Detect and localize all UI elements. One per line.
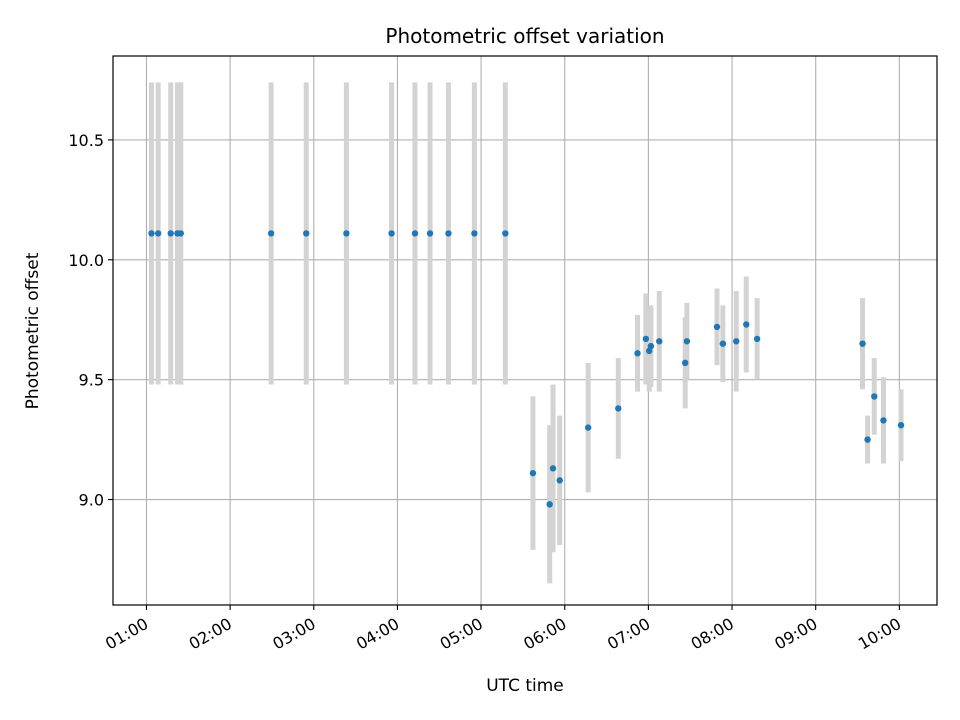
- error-bars: [148, 82, 904, 584]
- data-point: [859, 340, 866, 347]
- data-point: [753, 335, 761, 343]
- data-point: [871, 393, 878, 400]
- data-point: [549, 465, 557, 472]
- data-points: [148, 230, 905, 508]
- data-point: [267, 230, 275, 237]
- y-tick-label: 9.0: [79, 491, 104, 510]
- data-point: [880, 417, 887, 424]
- y-axis-label: Photometric offset: [23, 252, 43, 409]
- data-point: [177, 230, 184, 237]
- data-point: [647, 342, 655, 350]
- data-point: [656, 338, 663, 345]
- x-tick-label: 06:00: [520, 614, 569, 654]
- x-tick-label: 01:00: [102, 614, 151, 654]
- x-axis-label: UTC time: [486, 676, 564, 696]
- data-point: [343, 230, 350, 237]
- data-point: [897, 421, 905, 429]
- data-point: [388, 230, 395, 237]
- x-tick-label: 04:00: [353, 614, 402, 654]
- x-tick-label: 05:00: [437, 614, 486, 654]
- x-tick-label: 09:00: [771, 614, 820, 654]
- data-point: [713, 323, 721, 331]
- data-point: [864, 436, 871, 443]
- data-point: [502, 230, 509, 237]
- x-tick-label: 03:00: [269, 614, 318, 654]
- y-tick-label: 10.5: [68, 131, 104, 150]
- chart-title: Photometric offset variation: [385, 24, 664, 48]
- data-point: [154, 230, 162, 237]
- x-tick-label: 08:00: [688, 614, 737, 654]
- grid-lines: [113, 56, 937, 605]
- x-axis-ticks: 01:00 02:00 03:00 04:00 05:00 06:00 07:00 08:00…: [102, 605, 904, 654]
- data-point: [471, 230, 478, 237]
- data-point: [411, 230, 419, 237]
- plot-frame: [112, 55, 938, 606]
- data-point: [167, 230, 174, 237]
- data-point: [303, 230, 310, 237]
- data-point: [546, 501, 553, 508]
- data-point: [529, 469, 537, 477]
- data-point: [584, 424, 592, 431]
- y-axis-ticks: 9.0 9.5 10.0 10.5: [68, 131, 113, 510]
- data-point: [148, 230, 155, 237]
- data-point: [683, 338, 691, 345]
- data-point: [556, 477, 563, 484]
- data-point: [634, 350, 641, 357]
- data-point: [426, 230, 434, 237]
- data-point: [445, 230, 452, 237]
- y-tick-label: 9.5: [79, 371, 104, 390]
- data-point: [681, 359, 689, 367]
- data-point: [743, 321, 750, 328]
- data-point: [719, 340, 727, 347]
- data-point: [615, 405, 622, 412]
- data-point: [733, 338, 740, 345]
- x-tick-label: 07:00: [604, 614, 653, 654]
- x-tick-label: 02:00: [186, 614, 235, 654]
- data-point: [642, 335, 650, 343]
- y-tick-label: 10.0: [68, 251, 104, 270]
- x-tick-label: 10:00: [855, 614, 904, 654]
